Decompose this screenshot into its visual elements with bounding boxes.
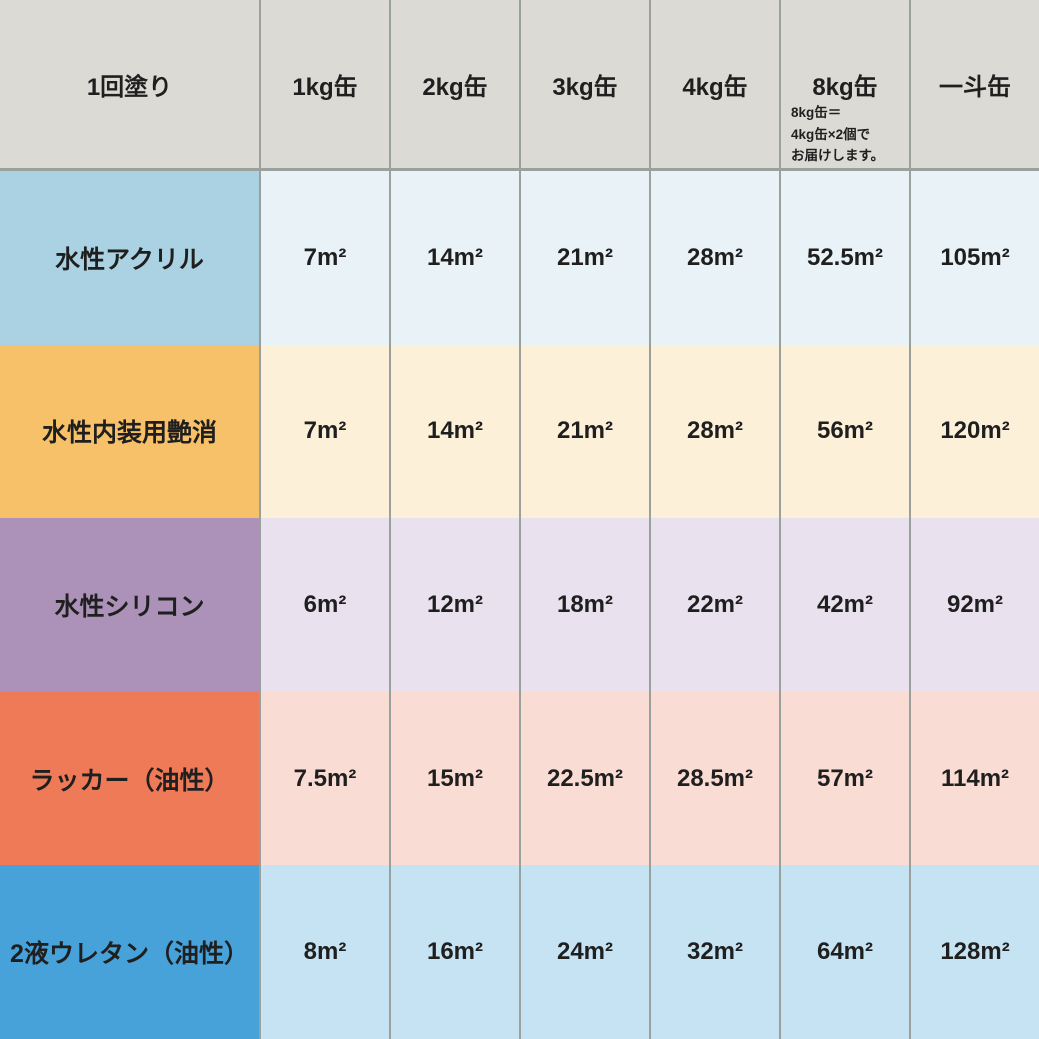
value-cell: 120m² bbox=[911, 344, 1039, 519]
header-note-8kg: 8kg缶＝ 4kg缶×2個で お届けします。 bbox=[791, 105, 885, 164]
value-cell: 42m² bbox=[781, 518, 909, 692]
header-cell-coats: 1回塗り bbox=[0, 0, 259, 171]
row-label-suisei-silicon: 水性シリコン bbox=[0, 518, 259, 692]
value-cell: 24m² bbox=[521, 865, 649, 1039]
value-cell: 7m² bbox=[261, 171, 389, 345]
value-cell: 7m² bbox=[261, 344, 389, 519]
value-cell: 22.5m² bbox=[521, 691, 649, 866]
value-cell: 128m² bbox=[911, 865, 1039, 1039]
value-cell: 56m² bbox=[781, 344, 909, 519]
row-label-suisei-acrylic: 水性アクリル bbox=[0, 171, 259, 345]
value-cell: 105m² bbox=[911, 171, 1039, 345]
header-cell-2kg: 2kg缶 bbox=[391, 0, 519, 171]
value-cell: 15m² bbox=[391, 691, 519, 866]
row-label-urethane-yusei: 2液ウレタン（油性） bbox=[0, 865, 259, 1039]
value-cell: 52.5m² bbox=[781, 171, 909, 345]
value-cell: 12m² bbox=[391, 518, 519, 692]
header-label-8kg: 8kg缶 bbox=[812, 73, 878, 101]
header-cell-8kg: 8kg缶 8kg缶＝ 4kg缶×2個で お届けします。 bbox=[781, 0, 909, 171]
row-label-lacquer-yusei: ラッカー（油性） bbox=[0, 691, 259, 866]
value-cell: 22m² bbox=[651, 518, 779, 692]
value-cell: 92m² bbox=[911, 518, 1039, 692]
value-cell: 7.5m² bbox=[261, 691, 389, 866]
value-cell: 18m² bbox=[521, 518, 649, 692]
row-label-suisei-naisou-tsuyakeshi: 水性内装用艶消 bbox=[0, 344, 259, 519]
value-cell: 114m² bbox=[911, 691, 1039, 866]
value-cell: 28m² bbox=[651, 171, 779, 345]
value-cell: 16m² bbox=[391, 865, 519, 1039]
value-cell: 57m² bbox=[781, 691, 909, 866]
value-cell: 8m² bbox=[261, 865, 389, 1039]
header-cell-1kg: 1kg缶 bbox=[261, 0, 389, 171]
value-cell: 6m² bbox=[261, 518, 389, 692]
value-cell: 14m² bbox=[391, 171, 519, 345]
header-cell-3kg: 3kg缶 bbox=[521, 0, 649, 171]
value-cell: 28m² bbox=[651, 344, 779, 519]
value-cell: 32m² bbox=[651, 865, 779, 1039]
value-cell: 21m² bbox=[521, 344, 649, 519]
header-cell-itto: 一斗缶 bbox=[911, 0, 1039, 171]
value-cell: 21m² bbox=[521, 171, 649, 345]
value-cell: 14m² bbox=[391, 344, 519, 519]
value-cell: 28.5m² bbox=[651, 691, 779, 866]
header-cell-4kg: 4kg缶 bbox=[651, 0, 779, 171]
value-cell: 64m² bbox=[781, 865, 909, 1039]
